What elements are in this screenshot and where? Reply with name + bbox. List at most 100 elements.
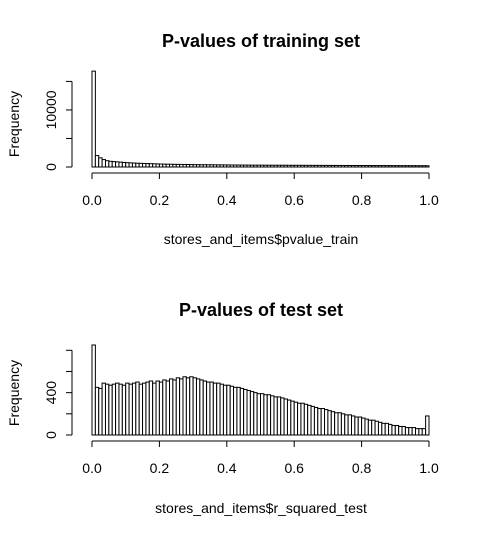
bars	[91, 70, 430, 168]
histogram-bar	[128, 383, 133, 436]
histogram-bar	[195, 378, 201, 436]
histogram-bar	[394, 424, 400, 436]
histogram-bar	[266, 394, 272, 436]
histogram-bar	[350, 415, 356, 436]
histogram-bar	[361, 417, 366, 436]
histogram-bar	[377, 165, 383, 168]
histogram-bar	[192, 377, 197, 436]
histogram-bar	[185, 164, 191, 168]
histogram-bar	[256, 393, 262, 436]
x-tick-label: 0.2	[150, 460, 170, 476]
histogram-bar	[300, 164, 305, 168]
histogram-bar	[128, 162, 133, 168]
histogram-bar	[263, 394, 268, 436]
histogram-bar	[266, 164, 272, 168]
histogram-bar	[344, 164, 349, 168]
histogram-bar	[270, 164, 275, 168]
histogram-bar	[391, 424, 396, 436]
histogram-bar	[212, 164, 218, 168]
histogram-bar	[172, 163, 177, 168]
histogram-bar	[283, 398, 288, 436]
histogram-bar	[381, 422, 386, 436]
y-axis: 0 400	[43, 349, 73, 439]
histogram-bar	[398, 426, 403, 436]
histogram-bar	[165, 163, 171, 168]
histogram-bar	[357, 165, 363, 168]
histogram-bar	[374, 165, 379, 168]
histogram-bar	[118, 383, 123, 436]
histogram-bar	[179, 378, 184, 436]
histogram-bar	[263, 164, 268, 168]
histogram-bar	[280, 164, 285, 168]
histogram-bar	[307, 164, 312, 168]
histogram-bar	[239, 164, 245, 168]
y-axis-label: Frequency	[6, 360, 22, 426]
bars	[91, 344, 430, 436]
histogram-bar	[307, 404, 312, 436]
histogram-bar	[354, 416, 359, 436]
histogram-bar	[367, 419, 373, 436]
x-tick-label: 0.4	[217, 460, 237, 476]
histogram-bar	[334, 164, 339, 168]
histogram-bar	[404, 427, 410, 436]
histogram-bar	[425, 415, 430, 436]
histogram-bar	[340, 164, 346, 168]
x-axis: 0.0 0.2 0.4 0.6 0.8 1.0	[82, 440, 439, 476]
histogram-bar	[216, 382, 221, 436]
histogram-bar	[425, 165, 430, 168]
histogram-bar	[324, 409, 329, 436]
histogram-bar	[135, 381, 140, 436]
histogram-bar	[357, 416, 363, 436]
histogram-bar	[293, 164, 299, 168]
histogram-bar	[158, 381, 164, 436]
histogram-bar	[175, 377, 181, 436]
histogram-bar	[162, 379, 167, 436]
histogram-bar	[260, 393, 265, 436]
histogram-bar	[148, 380, 154, 436]
histogram-bar	[364, 418, 369, 436]
histogram-bar	[313, 406, 319, 436]
histogram-bar	[253, 392, 258, 436]
histogram-bar	[91, 70, 96, 168]
histogram-bar	[415, 165, 420, 168]
histogram-bar	[347, 164, 352, 168]
histogram-bar	[334, 412, 339, 436]
histogram-bar	[421, 428, 427, 436]
histogram-bar	[189, 164, 194, 168]
histogram-bar	[192, 164, 197, 168]
histogram-bar	[138, 162, 144, 168]
histogram-bar	[310, 405, 315, 436]
histogram-bar	[185, 377, 191, 436]
histogram-bar	[303, 164, 309, 168]
histogram-bar	[371, 165, 376, 168]
histogram-bar	[246, 164, 251, 168]
histogram-bar	[206, 381, 211, 436]
histogram-bar	[388, 423, 393, 436]
histogram-bar	[189, 376, 194, 436]
histogram-bar	[398, 165, 403, 168]
histogram-bar	[418, 428, 423, 436]
histogram-bar	[118, 161, 123, 168]
histogram-bar	[330, 164, 336, 168]
histogram-bar	[158, 163, 164, 168]
histogram-bar	[233, 386, 238, 436]
histogram-bar	[384, 422, 390, 436]
histogram-bar	[300, 402, 305, 436]
histogram-bar	[273, 396, 278, 436]
histogram-bar	[108, 160, 113, 168]
histogram-bar	[401, 165, 406, 168]
histogram-bar	[280, 397, 285, 436]
histogram-bar	[121, 384, 127, 436]
histogram-bar	[290, 164, 295, 168]
histogram-bar	[340, 413, 346, 436]
histogram-bar	[374, 420, 379, 436]
histogram-bar	[337, 164, 342, 168]
histogram-bar	[256, 164, 262, 168]
histogram-bar	[206, 164, 211, 168]
histogram-bar	[394, 165, 400, 168]
x-tick-label: 0.6	[284, 460, 304, 476]
histogram-bar	[125, 382, 130, 436]
histogram-bar	[199, 164, 204, 168]
